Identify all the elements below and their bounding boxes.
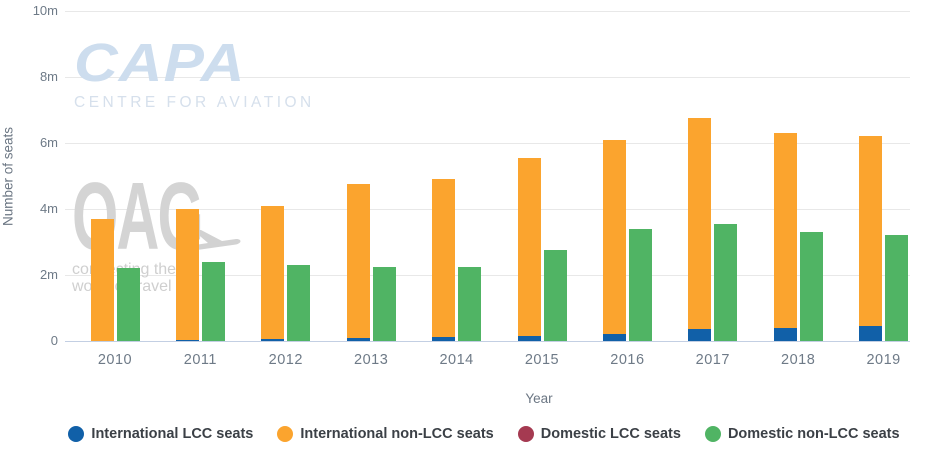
legend-item-international-non-lcc-seats[interactable]: International non-LCC seats	[277, 426, 494, 442]
x-tick-label: 2017	[695, 352, 730, 368]
x-tick-label: 2012	[268, 352, 303, 368]
bar-international-lcc-seats[interactable]	[175, 340, 199, 341]
legend-dot	[517, 426, 534, 442]
y-tick-label: 8m	[39, 69, 58, 84]
bar-international-lcc-seats[interactable]	[346, 338, 370, 341]
x-axis-line	[65, 341, 910, 342]
bar-international-lcc-seats[interactable]	[261, 339, 285, 341]
capa-watermark-subtitle: CENTRE FOR AVIATION	[74, 94, 315, 111]
oag-registered-mark: ®	[172, 182, 181, 194]
bar-domestic-non-lcc-seats[interactable]	[543, 250, 567, 341]
y-axis-title: Number of seats	[0, 126, 16, 227]
x-tick-label: 2018	[781, 352, 816, 368]
bar-international-lcc-seats[interactable]	[517, 336, 541, 341]
bar-international-non-lcc-seats[interactable]	[261, 205, 285, 341]
y-tick-label: 4m	[39, 201, 58, 216]
legend-item-international-lcc-seats[interactable]: International LCC seats	[68, 426, 253, 442]
gridline	[65, 143, 910, 144]
x-tick-label: 2013	[354, 352, 389, 368]
capa-watermark-title: CAPA	[74, 33, 246, 93]
legend-label: Domestic LCC seats	[540, 426, 681, 442]
x-tick-label: 2010	[97, 352, 133, 368]
bar-international-non-lcc-seats[interactable]	[90, 218, 114, 341]
bar-international-lcc-seats[interactable]	[688, 329, 712, 341]
bar-domestic-non-lcc-seats[interactable]	[116, 268, 140, 341]
x-tick-label: 2014	[439, 352, 474, 368]
legend-item-domestic-non-lcc-seats[interactable]: Domestic non-LCC seats	[704, 426, 900, 442]
x-tick-label: 2019	[866, 352, 901, 368]
legend-dot	[68, 426, 85, 442]
x-tick-label: 2011	[183, 352, 217, 368]
bar-domestic-non-lcc-seats[interactable]	[799, 232, 823, 341]
bar-international-lcc-seats[interactable]	[859, 326, 883, 341]
bar-domestic-non-lcc-seats[interactable]	[372, 266, 396, 341]
bar-domestic-non-lcc-seats[interactable]	[287, 265, 311, 341]
bar-domestic-non-lcc-seats[interactable]	[201, 261, 225, 341]
legend-dot	[704, 426, 721, 442]
legend-label: Domestic non-LCC seats	[727, 426, 900, 442]
legend-item-domestic-lcc-seats[interactable]: Domestic LCC seats	[517, 426, 681, 442]
bar-domestic-non-lcc-seats[interactable]	[885, 235, 909, 341]
x-tick-label: 2015	[524, 352, 560, 368]
bar-domestic-non-lcc-seats[interactable]	[628, 228, 652, 341]
legend-label: International non-LCC seats	[300, 426, 494, 442]
gridline	[65, 209, 910, 210]
gridline	[65, 275, 910, 276]
bar-domestic-non-lcc-seats[interactable]	[458, 266, 482, 341]
bar-international-non-lcc-seats[interactable]	[859, 136, 883, 341]
bar-international-non-lcc-seats[interactable]	[688, 118, 712, 341]
bar-international-lcc-seats[interactable]	[773, 327, 797, 341]
legend-label: International LCC seats	[91, 426, 254, 442]
bar-international-non-lcc-seats[interactable]	[432, 179, 456, 341]
x-axis-title: Year	[525, 391, 553, 406]
legend-dot	[277, 426, 294, 442]
x-tick-label: 2016	[610, 352, 645, 368]
bar-international-lcc-seats[interactable]	[432, 336, 456, 341]
y-tick-label: 2m	[39, 267, 58, 282]
bar-international-lcc-seats[interactable]	[602, 334, 626, 341]
gridline	[65, 77, 910, 78]
bar-international-non-lcc-seats[interactable]	[773, 133, 797, 341]
y-tick-label: 6m	[39, 135, 58, 150]
bar-domestic-non-lcc-seats[interactable]	[714, 223, 738, 341]
bar-international-non-lcc-seats[interactable]	[175, 209, 199, 341]
y-tick-label: 10m	[32, 3, 58, 18]
capa-watermark: CAPA CENTRE FOR AVIATION	[74, 36, 315, 112]
bar-international-non-lcc-seats[interactable]	[517, 157, 541, 341]
y-tick-label: 0	[50, 333, 58, 348]
legend: International LCC seats International non…	[40, 426, 928, 442]
gridline	[65, 11, 910, 12]
bar-international-non-lcc-seats[interactable]	[602, 139, 626, 341]
bar-international-non-lcc-seats[interactable]	[346, 184, 370, 341]
